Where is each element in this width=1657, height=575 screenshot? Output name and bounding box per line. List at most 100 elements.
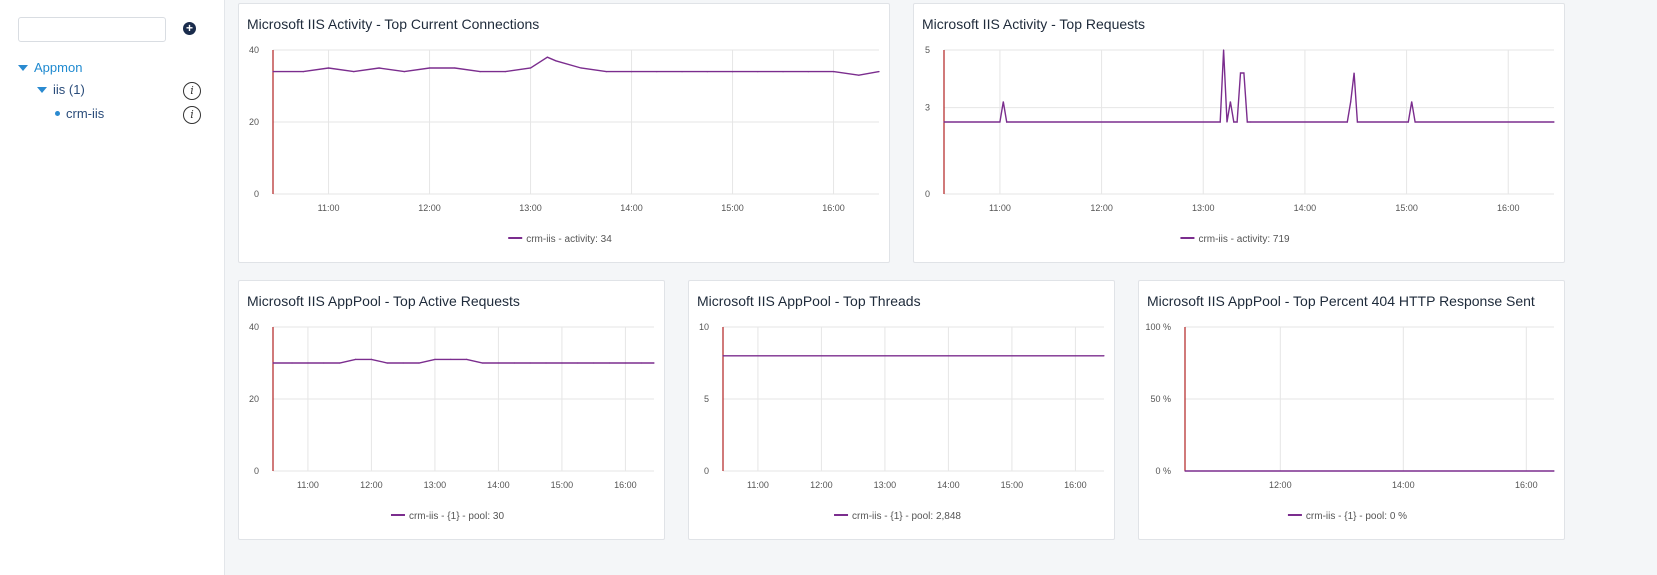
data-point (1236, 121, 1238, 123)
data-point (1553, 470, 1555, 472)
bullet-icon (55, 111, 60, 116)
data-point (354, 358, 357, 360)
legend-label: crm-iis - {1} - pool: 0 % (1306, 511, 1407, 522)
y-tick-label: 20 (249, 394, 259, 404)
data-point (555, 60, 557, 62)
data-point (454, 67, 456, 69)
data-point (1411, 101, 1413, 103)
data-point (529, 67, 532, 69)
data-point (497, 362, 500, 364)
panel-active-requests: Microsoft IIS AppPool - Top Active Reque… (238, 280, 665, 540)
x-tick-label: 11:00 (989, 203, 1011, 213)
data-point (479, 71, 481, 73)
x-tick-label: 15:00 (551, 480, 574, 490)
data-point (1239, 72, 1242, 74)
data-point (878, 71, 880, 73)
legend: crm-iis - activity: 719 (1180, 234, 1290, 245)
chart-current-connections: 11:00 12:00 13:00 14:00 15:00 16:00 0 20 40 crm-i… (249, 45, 880, 245)
x-tick-label: 14:00 (937, 480, 960, 490)
data-point (624, 362, 627, 364)
x-tick-label: 11:00 (297, 480, 319, 490)
y-tick-label: 0 (925, 189, 930, 199)
panel-title: Microsoft IIS Activity - Top Requests (922, 16, 1146, 32)
data-point (353, 71, 355, 73)
x-tick-label: 13:00 (519, 203, 542, 213)
y-tick-label: 0 (254, 466, 259, 476)
x-tick-label: 11:00 (747, 480, 769, 490)
y-tick-label: 50 % (1150, 394, 1171, 404)
x-tick-label: 16:00 (614, 480, 637, 490)
data-point (402, 362, 404, 364)
data-point (450, 358, 452, 360)
data-point (1407, 121, 1409, 123)
x-tick-label: 16:00 (822, 203, 845, 213)
tree-item-appmon[interactable]: Appmon (18, 60, 82, 75)
y-tick-label: 0 (254, 189, 259, 199)
data-point (1353, 72, 1355, 74)
info-icon[interactable]: i (183, 106, 201, 124)
series-line (273, 358, 654, 364)
search-input[interactable] (18, 17, 166, 42)
data-point (529, 362, 531, 364)
x-tick-label: 12:00 (360, 480, 383, 490)
legend: crm-iis - activity: 34 (508, 234, 612, 245)
data-point (656, 71, 658, 73)
data-point (1219, 121, 1221, 123)
plus-circle-icon[interactable]: + (183, 22, 196, 35)
data-point (561, 362, 563, 364)
tree-item-iis[interactable]: iis (1) (37, 82, 85, 97)
tree-item-label: iis (1) (53, 82, 85, 97)
chart-top-requests: 11:00 12:00 13:00 14:00 15:00 16:00 0 3 5 crm-iis… (925, 45, 1555, 245)
y-tick-label: 3 (925, 103, 930, 113)
data-point (1346, 121, 1348, 123)
data-point (1002, 101, 1004, 103)
legend-label: crm-iis - activity: 34 (526, 234, 612, 245)
data-point (1103, 355, 1105, 357)
legend-label: crm-iis - activity: 719 (1198, 234, 1290, 245)
data-point (386, 362, 388, 364)
x-tick-label: 16:00 (1515, 480, 1538, 490)
x-tick-label: 14:00 (1294, 203, 1317, 213)
y-tick-label: 20 (249, 117, 259, 127)
x-tick-label: 16:00 (1497, 203, 1520, 213)
series-line (944, 49, 1554, 123)
data-point (681, 71, 683, 73)
x-tick-label: 16:00 (1064, 480, 1087, 490)
x-tick-label: 13:00 (1192, 203, 1215, 213)
x-tick-label: 14:00 (1392, 480, 1415, 490)
data-point (1233, 121, 1235, 123)
chart-threads: 11:00 12:00 13:00 14:00 15:00 16:00 0 5 10 crm-ii… (699, 322, 1105, 522)
data-point (546, 56, 548, 58)
legend-label: crm-iis - {1} - pool: 30 (409, 511, 504, 522)
legend: crm-iis - {1} - pool: 30 (390, 511, 504, 522)
data-point (608, 362, 611, 364)
y-tick-label: 40 (249, 322, 259, 332)
panel-title: Microsoft IIS AppPool - Top Percent 404 … (1147, 293, 1535, 309)
sidebar: + Appmon iis (1) i crm-iis i (0, 0, 225, 575)
data-point (807, 71, 809, 73)
series-line (273, 56, 880, 76)
y-tick-label: 10 (699, 322, 709, 332)
tree-item-crm-iis[interactable]: crm-iis (55, 106, 104, 121)
data-point (577, 362, 579, 364)
legend: crm-iis - {1} - pool: 2,848 (834, 511, 961, 522)
tree-item-label: crm-iis (66, 106, 105, 121)
x-tick-label: 12:00 (1269, 480, 1292, 490)
data-point (428, 67, 431, 69)
data-point (1553, 121, 1555, 123)
data-point (418, 362, 420, 364)
x-tick-label: 12:00 (418, 203, 441, 213)
data-point (580, 67, 582, 69)
chart-active-requests: 11:00 12:00 13:00 14:00 15:00 16:00 0 20 40 crm-i… (249, 322, 655, 522)
data-point (403, 71, 405, 73)
panel-title: Microsoft IIS AppPool - Top Active Reque… (247, 293, 520, 309)
panel-title: Microsoft IIS AppPool - Top Threads (697, 293, 921, 309)
y-tick-label: 40 (249, 45, 259, 55)
data-point (504, 71, 506, 73)
x-tick-label: 14:00 (487, 480, 510, 490)
data-point (1226, 121, 1228, 123)
info-icon[interactable]: i (183, 82, 201, 100)
data-point (1250, 121, 1252, 123)
data-point (434, 358, 436, 360)
data-point (640, 362, 642, 364)
